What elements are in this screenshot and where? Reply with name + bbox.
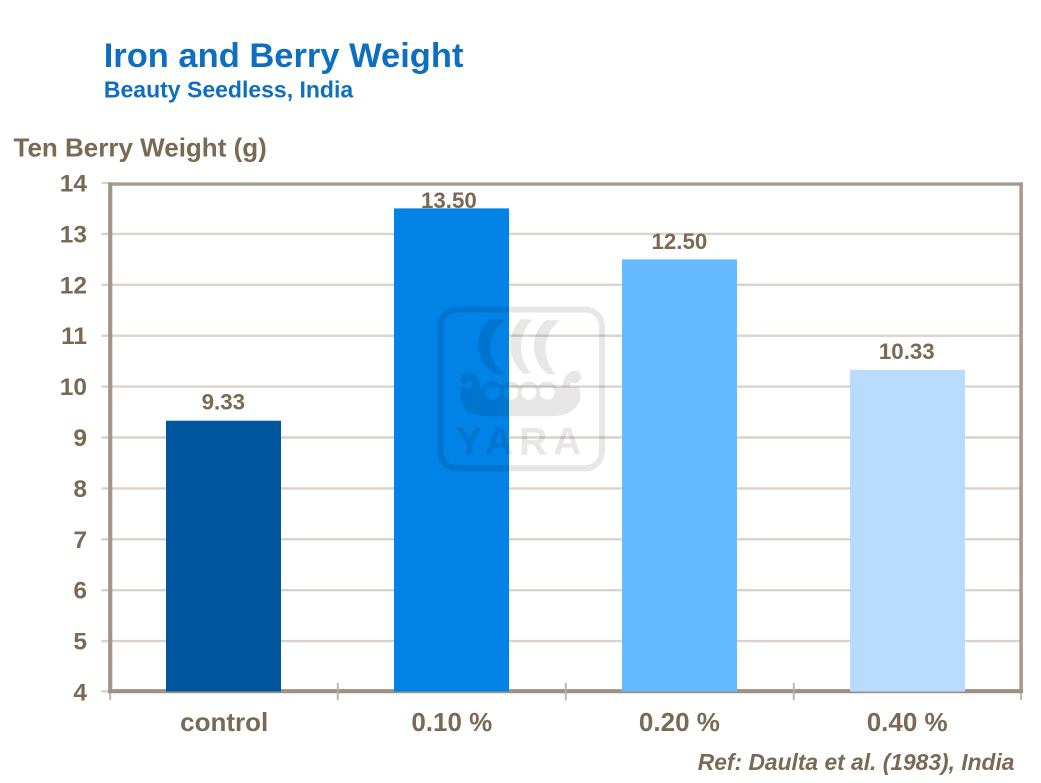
svg-text:Ten Berry Weight (g): Ten Berry Weight (g) xyxy=(14,133,267,163)
svg-text:10: 10 xyxy=(60,374,87,401)
svg-text:0.40 %: 0.40 % xyxy=(867,707,948,737)
svg-text:14: 14 xyxy=(60,171,88,198)
svg-text:7: 7 xyxy=(73,527,87,554)
svg-text:12.50: 12.50 xyxy=(652,229,708,254)
svg-text:0.10 %: 0.10 % xyxy=(411,707,492,737)
svg-text:Ref: Daulta et al. (1983), Ind: Ref: Daulta et al. (1983), India xyxy=(698,749,1015,775)
svg-text:control: control xyxy=(180,707,268,737)
svg-text:4: 4 xyxy=(73,680,87,707)
svg-text:0.20 %: 0.20 % xyxy=(639,707,720,737)
svg-text:6: 6 xyxy=(73,578,87,605)
svg-text:12: 12 xyxy=(60,272,87,299)
svg-text:5: 5 xyxy=(73,629,87,656)
svg-text:8: 8 xyxy=(73,476,87,503)
svg-text:13.50: 13.50 xyxy=(421,188,477,213)
svg-text:Iron and Berry Weight: Iron and Berry Weight xyxy=(104,37,464,75)
svg-text:9: 9 xyxy=(73,425,87,452)
svg-text:11: 11 xyxy=(61,323,87,350)
svg-text:YARA: YARA xyxy=(457,420,588,463)
svg-text:Beauty Seedless, India: Beauty Seedless, India xyxy=(104,77,353,103)
svg-text:9.33: 9.33 xyxy=(202,389,245,414)
svg-text:10.33: 10.33 xyxy=(879,339,935,364)
svg-text:13: 13 xyxy=(60,221,87,248)
